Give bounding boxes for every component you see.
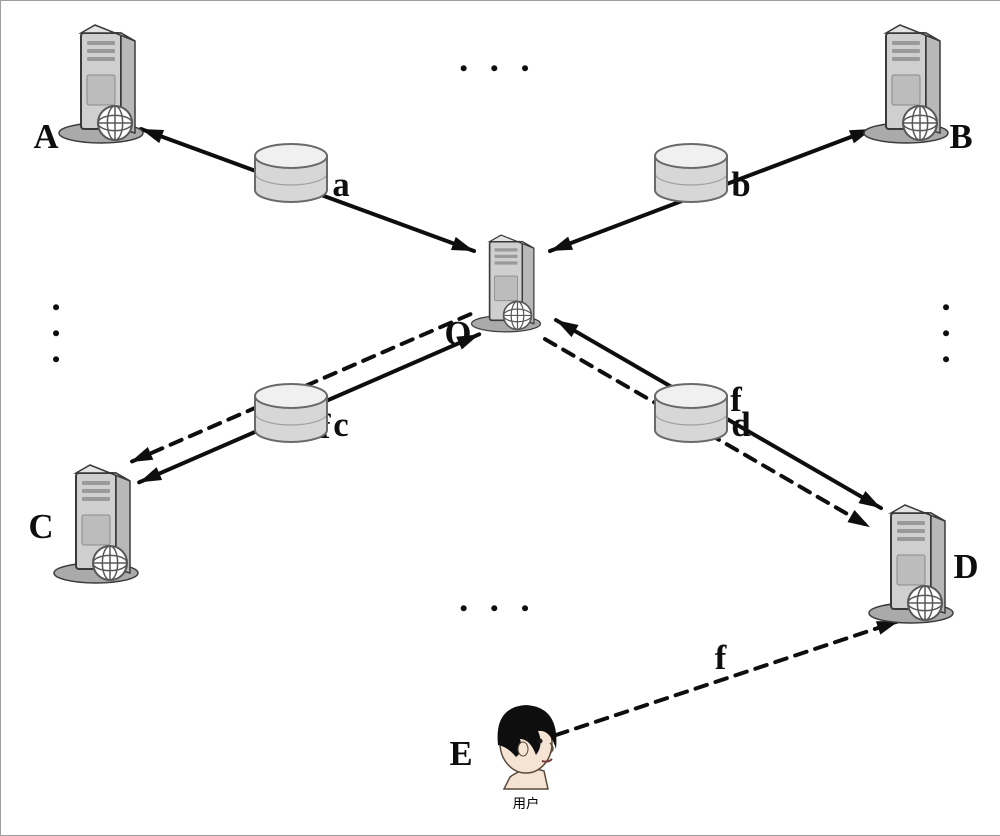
- node-label: b: [721, 168, 761, 203]
- node-label: C: [21, 510, 61, 545]
- edge-label: f: [305, 410, 345, 445]
- server_small-icon: [472, 235, 541, 332]
- ellipsis-indicator: ...: [48, 286, 64, 364]
- diagram-stage: ABCDOabcdE用户. . .. . .......fff: [0, 0, 1000, 836]
- ellipsis-indicator: . . .: [459, 38, 536, 81]
- node-label: B: [941, 120, 981, 155]
- node-label: A: [26, 120, 66, 155]
- foreground-layer: [1, 1, 1000, 835]
- edge-label: f: [716, 383, 756, 418]
- database-icon: [655, 144, 727, 202]
- database-icon: [255, 144, 327, 202]
- ellipsis-indicator: . . .: [459, 578, 536, 621]
- user-caption: 用户: [506, 793, 546, 812]
- user-icon: [498, 705, 557, 789]
- ellipsis-indicator: ...: [938, 286, 954, 364]
- server-icon: [59, 25, 143, 143]
- edge-label: f: [701, 641, 741, 676]
- node-label: a: [321, 168, 361, 203]
- server-icon: [864, 25, 948, 143]
- server-icon: [869, 505, 953, 623]
- server-icon: [54, 465, 138, 583]
- node-label: E: [441, 737, 481, 772]
- node-label: O: [438, 317, 478, 352]
- node-label: D: [946, 550, 986, 585]
- connections-layer: [1, 1, 1000, 835]
